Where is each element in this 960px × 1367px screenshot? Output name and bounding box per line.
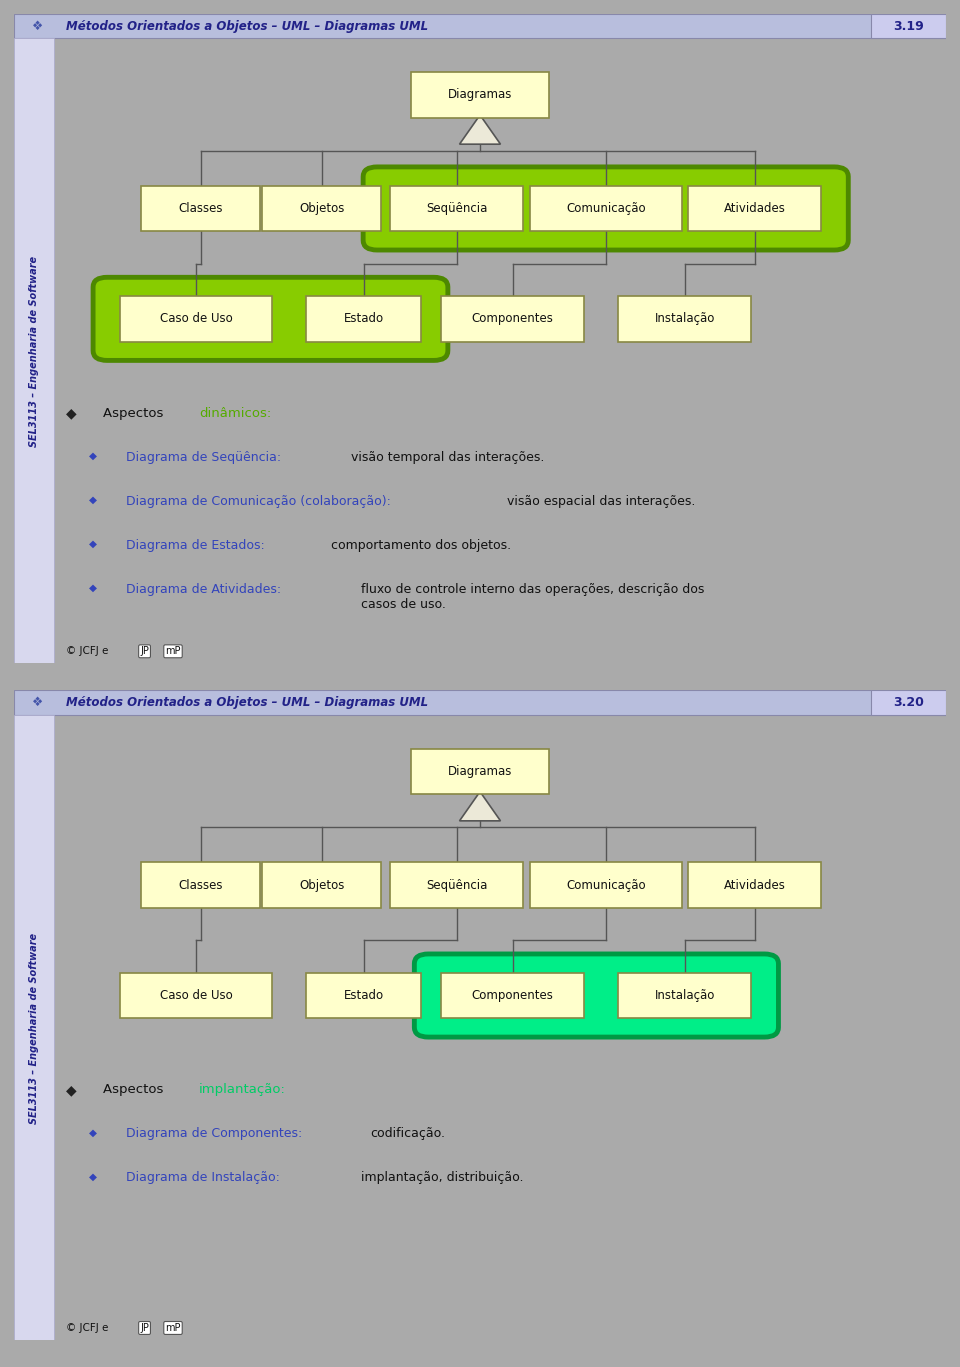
Text: Seqüência: Seqüência bbox=[426, 202, 488, 215]
Text: Diagrama de Comunicação (colaboração):: Diagrama de Comunicação (colaboração): bbox=[126, 495, 395, 507]
Text: ◆: ◆ bbox=[89, 1128, 97, 1137]
FancyBboxPatch shape bbox=[530, 863, 682, 908]
Text: fluxo de controle interno das operações, descrição dos
casos de uso.: fluxo de controle interno das operações,… bbox=[361, 584, 705, 611]
Text: Diagrama de Atividades:: Diagrama de Atividades: bbox=[126, 584, 285, 596]
FancyBboxPatch shape bbox=[618, 973, 752, 1018]
Text: ❖: ❖ bbox=[32, 19, 43, 33]
FancyBboxPatch shape bbox=[411, 749, 549, 794]
FancyBboxPatch shape bbox=[390, 863, 523, 908]
FancyBboxPatch shape bbox=[363, 167, 849, 250]
Text: Aspectos: Aspectos bbox=[103, 1083, 167, 1096]
Text: Objetos: Objetos bbox=[299, 879, 345, 891]
Text: 3.20: 3.20 bbox=[893, 696, 924, 709]
Text: ❖: ❖ bbox=[32, 696, 43, 709]
Text: Objetos: Objetos bbox=[299, 202, 345, 215]
Text: Aspectos: Aspectos bbox=[103, 406, 167, 420]
Text: Instalação: Instalação bbox=[655, 312, 715, 325]
Text: Instalação: Instalação bbox=[655, 988, 715, 1002]
Text: ◆: ◆ bbox=[89, 451, 97, 461]
Text: Métodos Orientados a Objetos – UML – Diagramas UML: Métodos Orientados a Objetos – UML – Dia… bbox=[65, 696, 428, 709]
Text: codificação.: codificação. bbox=[371, 1128, 445, 1140]
FancyBboxPatch shape bbox=[14, 38, 54, 663]
Text: Componentes: Componentes bbox=[471, 312, 554, 325]
FancyBboxPatch shape bbox=[141, 863, 260, 908]
FancyBboxPatch shape bbox=[871, 14, 946, 38]
FancyBboxPatch shape bbox=[390, 186, 523, 231]
FancyBboxPatch shape bbox=[14, 715, 54, 1340]
FancyBboxPatch shape bbox=[306, 297, 420, 342]
FancyBboxPatch shape bbox=[442, 973, 584, 1018]
Text: Métodos Orientados a Objetos – UML – Diagramas UML: Métodos Orientados a Objetos – UML – Dia… bbox=[65, 19, 428, 33]
Text: Classes: Classes bbox=[179, 202, 223, 215]
Text: SEL3113 – Engenharia de Software: SEL3113 – Engenharia de Software bbox=[29, 256, 39, 447]
Text: visão espacial das interações.: visão espacial das interações. bbox=[508, 495, 696, 507]
Text: ◆: ◆ bbox=[89, 539, 97, 550]
Text: Estado: Estado bbox=[344, 312, 384, 325]
Text: Diagramas: Diagramas bbox=[447, 766, 513, 778]
Text: visão temporal das interações.: visão temporal das interações. bbox=[351, 451, 544, 463]
Text: Atividades: Atividades bbox=[724, 202, 785, 215]
Text: mP: mP bbox=[165, 647, 180, 656]
FancyBboxPatch shape bbox=[688, 186, 822, 231]
Text: Estado: Estado bbox=[344, 988, 384, 1002]
Text: Diagrama de Instalação:: Diagrama de Instalação: bbox=[126, 1172, 284, 1184]
FancyBboxPatch shape bbox=[262, 863, 381, 908]
FancyBboxPatch shape bbox=[415, 954, 779, 1038]
FancyBboxPatch shape bbox=[120, 973, 272, 1018]
Text: JP: JP bbox=[140, 647, 149, 656]
Text: © JCFJ e: © JCFJ e bbox=[65, 647, 108, 656]
Text: Diagrama de Componentes:: Diagrama de Componentes: bbox=[126, 1128, 306, 1140]
FancyBboxPatch shape bbox=[688, 863, 822, 908]
Text: Atividades: Atividades bbox=[724, 879, 785, 891]
Polygon shape bbox=[460, 791, 500, 820]
FancyBboxPatch shape bbox=[411, 72, 549, 118]
Polygon shape bbox=[460, 115, 500, 144]
FancyBboxPatch shape bbox=[120, 297, 272, 342]
Text: implantação, distribuição.: implantação, distribuição. bbox=[361, 1172, 523, 1184]
Text: Caso de Uso: Caso de Uso bbox=[159, 312, 232, 325]
FancyBboxPatch shape bbox=[93, 278, 448, 361]
FancyBboxPatch shape bbox=[14, 690, 946, 715]
Text: mP: mP bbox=[165, 1323, 180, 1333]
FancyBboxPatch shape bbox=[618, 297, 752, 342]
Text: Componentes: Componentes bbox=[471, 988, 554, 1002]
FancyBboxPatch shape bbox=[442, 297, 584, 342]
Text: comportamento dos objetos.: comportamento dos objetos. bbox=[331, 539, 512, 552]
Text: Comunicação: Comunicação bbox=[565, 879, 645, 891]
FancyBboxPatch shape bbox=[306, 973, 420, 1018]
Text: dinâmicos:: dinâmicos: bbox=[200, 406, 272, 420]
FancyBboxPatch shape bbox=[14, 14, 946, 38]
FancyBboxPatch shape bbox=[262, 186, 381, 231]
Text: Diagrama de Estados:: Diagrama de Estados: bbox=[126, 539, 269, 552]
Text: ◆: ◆ bbox=[65, 406, 76, 421]
Text: 3.19: 3.19 bbox=[893, 19, 924, 33]
Text: Diagrama de Seqüência:: Diagrama de Seqüência: bbox=[126, 451, 285, 463]
Text: JP: JP bbox=[140, 1323, 149, 1333]
FancyBboxPatch shape bbox=[530, 186, 682, 231]
Text: implantação:: implantação: bbox=[200, 1083, 286, 1096]
Text: SEL3113 – Engenharia de Software: SEL3113 – Engenharia de Software bbox=[29, 932, 39, 1124]
Text: Caso de Uso: Caso de Uso bbox=[159, 988, 232, 1002]
Text: Diagramas: Diagramas bbox=[447, 89, 513, 101]
Text: ◆: ◆ bbox=[89, 584, 97, 593]
Text: ◆: ◆ bbox=[65, 1083, 76, 1098]
Text: ◆: ◆ bbox=[89, 1172, 97, 1181]
Text: ◆: ◆ bbox=[89, 495, 97, 504]
Text: Seqüência: Seqüência bbox=[426, 879, 488, 891]
FancyBboxPatch shape bbox=[141, 186, 260, 231]
Text: Classes: Classes bbox=[179, 879, 223, 891]
Text: © JCFJ e: © JCFJ e bbox=[65, 1323, 108, 1333]
Text: Comunicação: Comunicação bbox=[565, 202, 645, 215]
FancyBboxPatch shape bbox=[871, 690, 946, 715]
